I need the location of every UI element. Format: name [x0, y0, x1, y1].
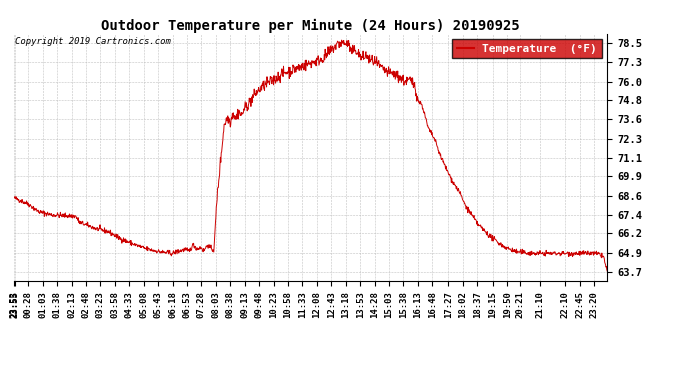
- Title: Outdoor Temperature per Minute (24 Hours) 20190925: Outdoor Temperature per Minute (24 Hours…: [101, 18, 520, 33]
- Text: Copyright 2019 Cartronics.com: Copyright 2019 Cartronics.com: [15, 38, 171, 46]
- Legend: Temperature  (°F): Temperature (°F): [453, 39, 602, 58]
